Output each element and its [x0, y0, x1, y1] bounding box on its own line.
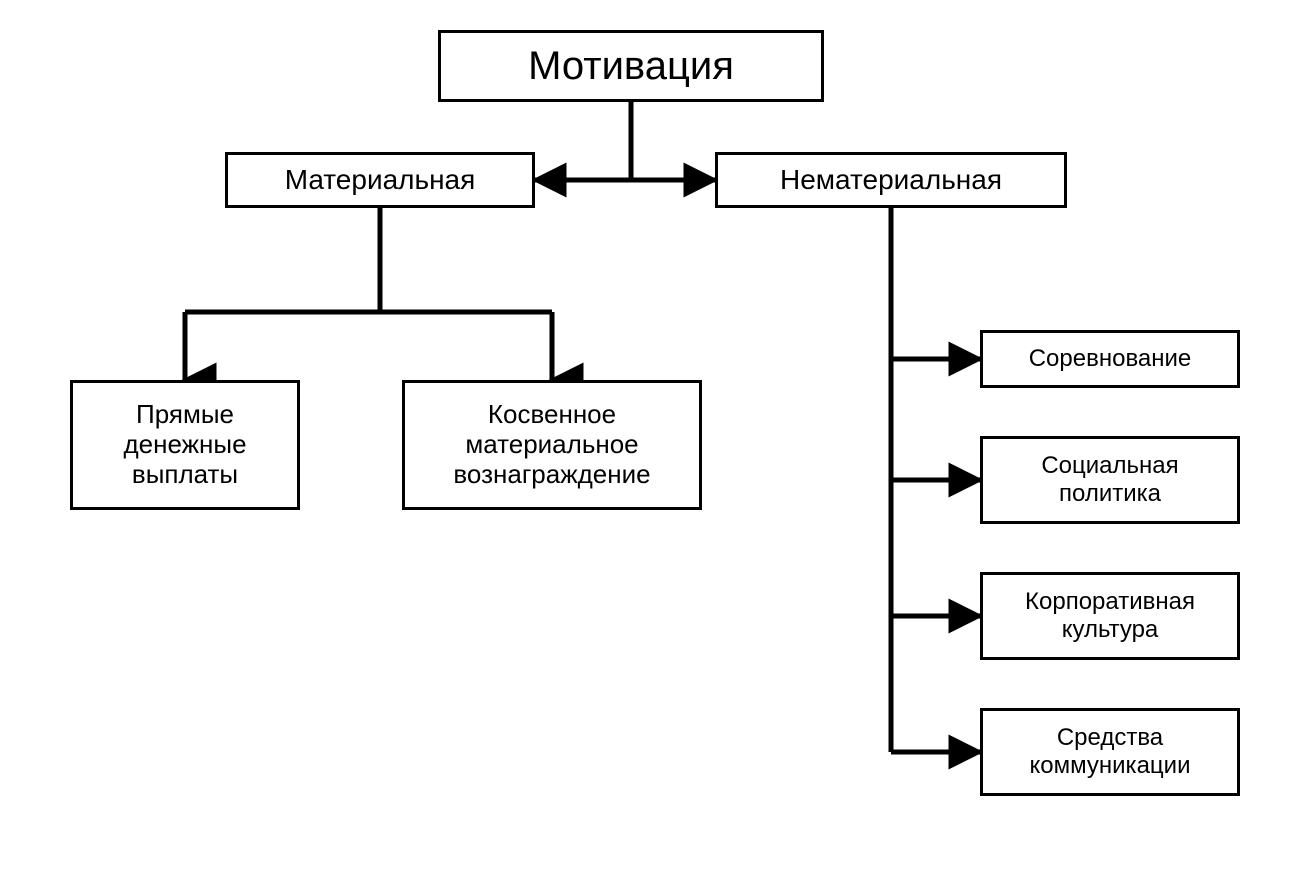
node-nonmaterial-label: Нематериальная: [780, 164, 1002, 196]
node-material-label: Материальная: [285, 164, 476, 196]
node-indirect-reward: Косвенное материальное вознаграждение: [402, 380, 702, 510]
node-direct-pay: Прямые денежные выплаты: [70, 380, 300, 510]
node-corporate-culture-label: Корпоративная культура: [993, 588, 1227, 643]
node-communication-label: Средства коммуникации: [993, 724, 1227, 779]
node-social-policy: Социальная политика: [980, 436, 1240, 524]
node-corporate-culture: Корпоративная культура: [980, 572, 1240, 660]
motivation-diagram: Мотивация Материальная Нематериальная Пр…: [0, 0, 1301, 873]
node-root: Мотивация: [438, 30, 824, 102]
node-material: Материальная: [225, 152, 535, 208]
node-competition-label: Соревнование: [1029, 345, 1192, 373]
node-communication: Средства коммуникации: [980, 708, 1240, 796]
node-indirect-reward-label: Косвенное материальное вознаграждение: [415, 400, 689, 490]
node-social-policy-label: Социальная политика: [993, 452, 1227, 507]
node-competition: Соревнование: [980, 330, 1240, 388]
node-direct-pay-label: Прямые денежные выплаты: [83, 400, 287, 490]
node-nonmaterial: Нематериальная: [715, 152, 1067, 208]
node-root-label: Мотивация: [528, 43, 734, 89]
